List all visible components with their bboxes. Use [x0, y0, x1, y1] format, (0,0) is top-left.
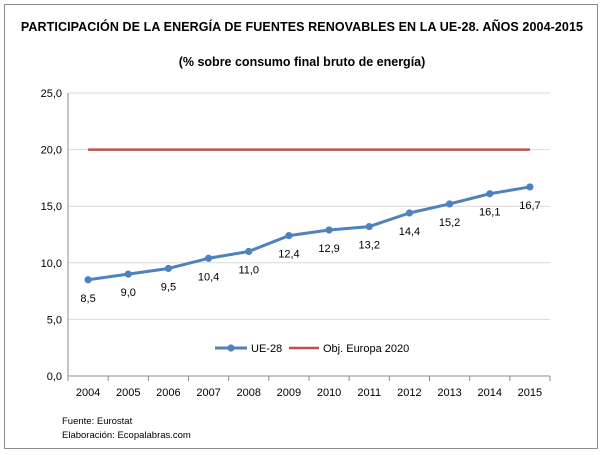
- series-line-ue-28: [87, 185, 531, 282]
- credit-note: Elaboración: Ecopalabras.com: [62, 430, 191, 441]
- data-label: 8,5: [80, 293, 95, 305]
- x-tick-label: 2010: [317, 387, 341, 399]
- x-tick-label: 2015: [518, 387, 542, 399]
- x-tick-label: 2009: [277, 387, 301, 399]
- x-tick-label: 2012: [397, 387, 421, 399]
- data-point: [164, 264, 173, 273]
- chart-frame: [4, 4, 598, 449]
- x-tick-label: 2011: [357, 387, 381, 399]
- data-point: [365, 222, 373, 231]
- legend-label-ue-28: UE-28: [251, 343, 282, 355]
- data-label: 9,0: [121, 287, 136, 299]
- y-tick-label: 25,0: [41, 88, 62, 100]
- x-tick-label: 2006: [156, 387, 180, 399]
- x-tick-label: 2008: [237, 387, 261, 399]
- data-point: [84, 276, 92, 284]
- data-point: [204, 254, 213, 262]
- data-label: 9,5: [161, 281, 176, 293]
- data-label: 15,2: [439, 217, 460, 229]
- data-point: [526, 183, 534, 191]
- data-label: 14,4: [399, 226, 420, 238]
- data-point: [445, 200, 454, 208]
- y-tick-label: 0,0: [47, 371, 62, 383]
- y-tick-label: 5,0: [47, 314, 62, 326]
- chart-subtitle: (% sobre consumo final bruto de energía): [178, 55, 426, 69]
- data-point: [285, 232, 293, 240]
- x-tick-label: 2007: [196, 387, 220, 399]
- data-label: 16,7: [519, 200, 540, 212]
- data-label: 12,9: [318, 243, 339, 255]
- x-tick-label: 2014: [478, 387, 502, 399]
- chart-title: PARTICIPACIÓN DE LA ENERGÍA DE FUENTES R…: [20, 20, 584, 34]
- legend-label-obj-europa-2020: Obj. Europa 2020: [323, 343, 409, 355]
- data-label: 11,0: [238, 264, 259, 276]
- data-point: [325, 226, 333, 234]
- data-label: 12,4: [278, 249, 299, 261]
- x-tick-label: 2005: [116, 387, 140, 399]
- x-tick-label: 2013: [437, 387, 461, 399]
- source-note: Fuente: Eurostat: [62, 416, 133, 427]
- x-tick-label: 2004: [76, 387, 100, 399]
- legend-marker-ue-28: [227, 344, 235, 352]
- data-point: [124, 270, 132, 278]
- y-tick-label: 15,0: [41, 201, 62, 213]
- data-point: [486, 190, 494, 198]
- data-label: 16,1: [479, 207, 500, 219]
- data-point: [405, 209, 414, 217]
- data-point: [245, 247, 253, 256]
- y-tick-label: 20,0: [41, 145, 62, 157]
- data-label: 10,4: [198, 271, 219, 283]
- y-tick-label: 10,0: [41, 258, 62, 270]
- data-label: 13,2: [359, 240, 380, 252]
